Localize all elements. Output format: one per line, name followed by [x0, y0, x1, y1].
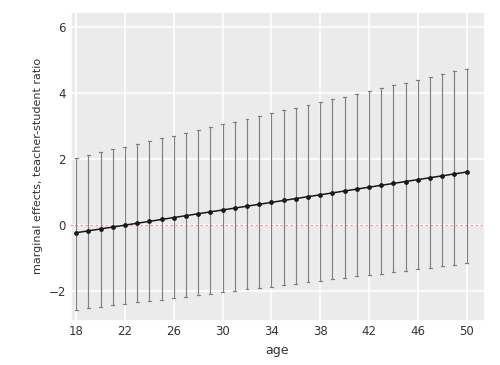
Y-axis label: marginal effects, teacher-student ratio: marginal effects, teacher-student ratio: [33, 58, 43, 274]
X-axis label: age: age: [266, 344, 289, 357]
Point: [268, 199, 276, 205]
Point: [365, 184, 373, 190]
Point: [340, 188, 348, 194]
Point: [84, 228, 92, 234]
Point: [146, 218, 154, 224]
Point: [353, 186, 361, 192]
Point: [243, 203, 251, 209]
Point: [194, 211, 202, 217]
Point: [170, 215, 178, 220]
Point: [108, 224, 116, 230]
Point: [206, 209, 214, 215]
Point: [328, 190, 336, 196]
Point: [438, 173, 446, 179]
Point: [133, 220, 141, 226]
Point: [450, 171, 458, 177]
Point: [304, 194, 312, 200]
Point: [426, 175, 434, 181]
Point: [158, 216, 166, 222]
Point: [414, 177, 422, 182]
Point: [72, 230, 80, 236]
Point: [96, 226, 104, 232]
Point: [292, 196, 300, 201]
Point: [255, 201, 263, 207]
Point: [121, 222, 129, 228]
Point: [390, 180, 398, 186]
Point: [378, 182, 386, 188]
Point: [218, 207, 226, 213]
Point: [316, 192, 324, 198]
Point: [280, 197, 287, 203]
Point: [182, 213, 190, 219]
Point: [462, 169, 470, 175]
Point: [402, 178, 409, 184]
Point: [231, 205, 239, 211]
